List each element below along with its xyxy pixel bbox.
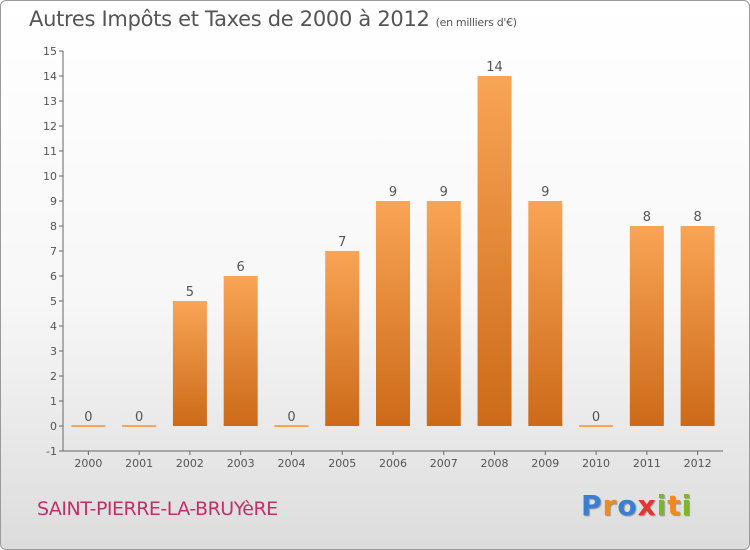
bar <box>71 425 106 427</box>
bar <box>325 251 360 426</box>
y-tick-label: -1 <box>46 445 57 458</box>
chart-title-text: Autres Impôts et Taxes de 2000 à 2012 <box>29 7 430 31</box>
bar-value-label: 5 <box>186 285 194 300</box>
y-tick-label: 12 <box>43 120 57 133</box>
x-tick-label: 2000 <box>74 457 102 470</box>
logo-letter: t <box>667 489 682 522</box>
bar-value-label: 9 <box>541 185 549 200</box>
y-tick-label: 4 <box>50 320 57 333</box>
y-tick-label: 14 <box>43 70 57 83</box>
logo-letter: r <box>602 489 618 522</box>
chart-title: Autres Impôts et Taxes de 2000 à 2012 (en… <box>29 7 517 31</box>
bar-value-label: 0 <box>84 410 92 425</box>
y-tick-label: 7 <box>50 245 57 258</box>
bar <box>122 425 157 427</box>
bar <box>528 201 563 426</box>
bar-value-label: 6 <box>237 260 245 275</box>
logo-letter: i <box>681 489 693 522</box>
bar <box>274 425 309 427</box>
y-tick-label: 10 <box>43 170 57 183</box>
y-tick-label: 15 <box>43 45 57 58</box>
bar <box>477 76 512 426</box>
x-tick-label: 2006 <box>379 457 407 470</box>
bar <box>172 301 207 426</box>
x-tick-label: 2007 <box>430 457 458 470</box>
logo-letter: o <box>617 489 638 522</box>
y-tick-label: 1 <box>50 395 57 408</box>
proxiti-logo: Proxiti <box>581 489 692 522</box>
x-tick-label: 2005 <box>328 457 356 470</box>
bar <box>223 276 258 426</box>
bar-value-label: 7 <box>338 235 346 250</box>
y-tick-label: 0 <box>50 420 57 433</box>
x-tick-label: 2002 <box>176 457 204 470</box>
bar-value-label: 8 <box>643 210 651 225</box>
chart-bars: 0 0 5 6 0 7 9 9 14 9 0 8 8 <box>71 60 715 427</box>
bar-value-label: 8 <box>693 210 701 225</box>
bar-value-label: 9 <box>440 185 448 200</box>
x-tick-label: 2010 <box>582 457 610 470</box>
x-tick-label: 2008 <box>481 457 509 470</box>
bar-value-label: 14 <box>486 60 503 75</box>
x-tick-label: 2004 <box>277 457 305 470</box>
y-tick-label: 11 <box>43 145 57 158</box>
logo-letter: x <box>637 489 657 522</box>
y-tick-label: 5 <box>50 295 57 308</box>
logo-letter: i <box>656 489 668 522</box>
chart-unit: (en milliers d'€) <box>435 16 517 29</box>
bar-value-label: 0 <box>592 410 600 425</box>
bar-value-label: 9 <box>389 185 397 200</box>
bar <box>426 201 461 426</box>
commune-name: SAINT-PIERRE-LA-BRUYèRE <box>37 498 278 520</box>
bar-value-label: 0 <box>287 410 295 425</box>
bar <box>629 226 664 426</box>
x-tick-label: 2011 <box>633 457 661 470</box>
y-tick-label: 2 <box>50 370 57 383</box>
bar <box>680 226 715 426</box>
y-tick-label: 9 <box>50 195 57 208</box>
y-tick-label: 13 <box>43 95 57 108</box>
x-tick-label: 2012 <box>684 457 712 470</box>
bar-value-label: 0 <box>135 410 143 425</box>
x-tick-label: 2001 <box>125 457 153 470</box>
y-tick-label: 3 <box>50 345 57 358</box>
bar <box>579 425 614 427</box>
x-tick-label: 2003 <box>227 457 255 470</box>
y-tick-label: 6 <box>50 270 57 283</box>
y-tick-label: 8 <box>50 220 57 233</box>
x-tick-label: 2009 <box>531 457 559 470</box>
bar <box>376 201 410 426</box>
logo-letter: P <box>581 489 603 522</box>
